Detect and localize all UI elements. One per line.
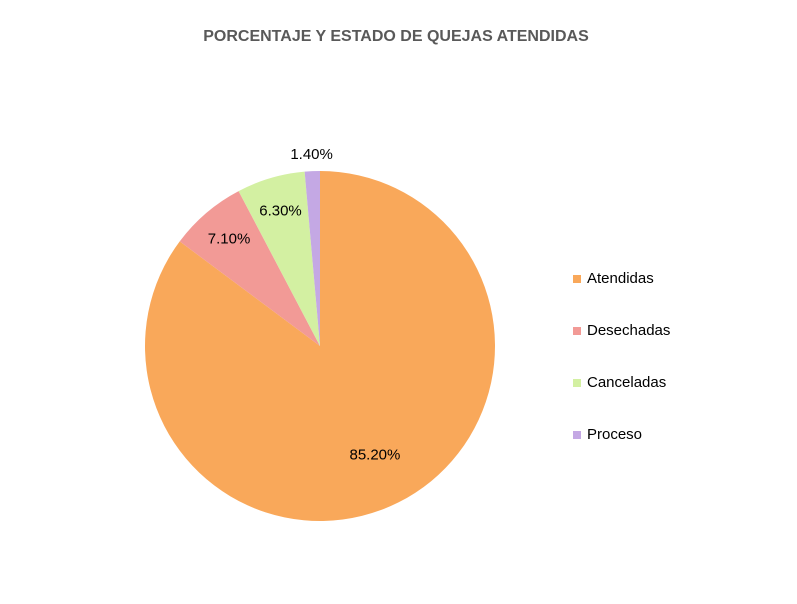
data-label: 1.40% <box>290 146 333 163</box>
chart-title: PORCENTAJE Y ESTADO DE QUEJAS ATENDIDAS <box>203 28 589 45</box>
pie-slice <box>238 171 320 346</box>
legend-swatch <box>573 431 581 439</box>
legend-label: Canceladas <box>587 374 666 391</box>
legend-swatch <box>573 275 581 283</box>
pie-slice <box>304 171 320 346</box>
data-label: 6.30% <box>259 203 302 220</box>
legend-label: Atendidas <box>587 270 654 287</box>
data-label: 7.10% <box>208 231 251 248</box>
legend-label: Desechadas <box>587 322 670 339</box>
legend-swatch <box>573 327 581 335</box>
legend-swatch <box>573 379 581 387</box>
legend-label: Proceso <box>587 426 642 443</box>
data-label: 85.20% <box>349 446 400 463</box>
pie-slice <box>179 191 320 346</box>
